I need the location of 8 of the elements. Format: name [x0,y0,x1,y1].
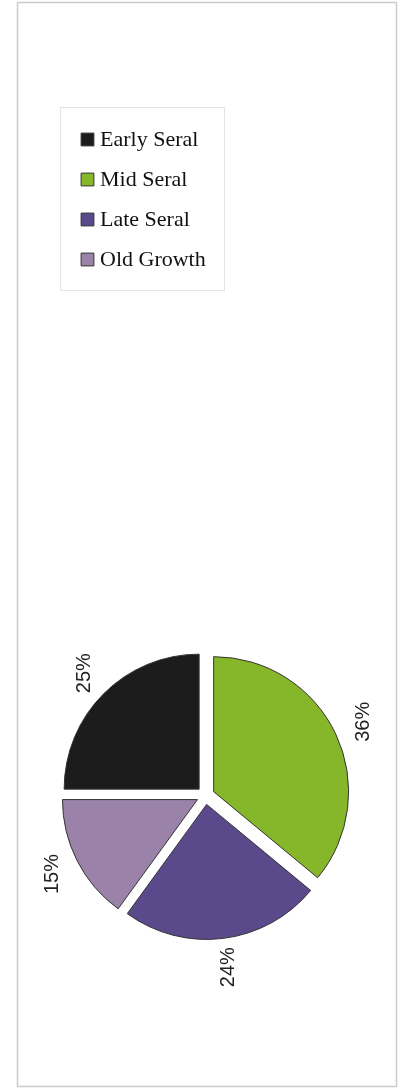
data-label: 15% [40,853,63,895]
legend-label: Early Seral [100,126,199,152]
legend-label: Mid Seral [100,166,188,192]
data-label: 36% [351,701,374,742]
legend-label: Late Seral [100,206,190,232]
data-label: 25% [72,652,95,694]
data-label: 24% [216,946,239,988]
legend-label: Old Growth [100,246,206,272]
